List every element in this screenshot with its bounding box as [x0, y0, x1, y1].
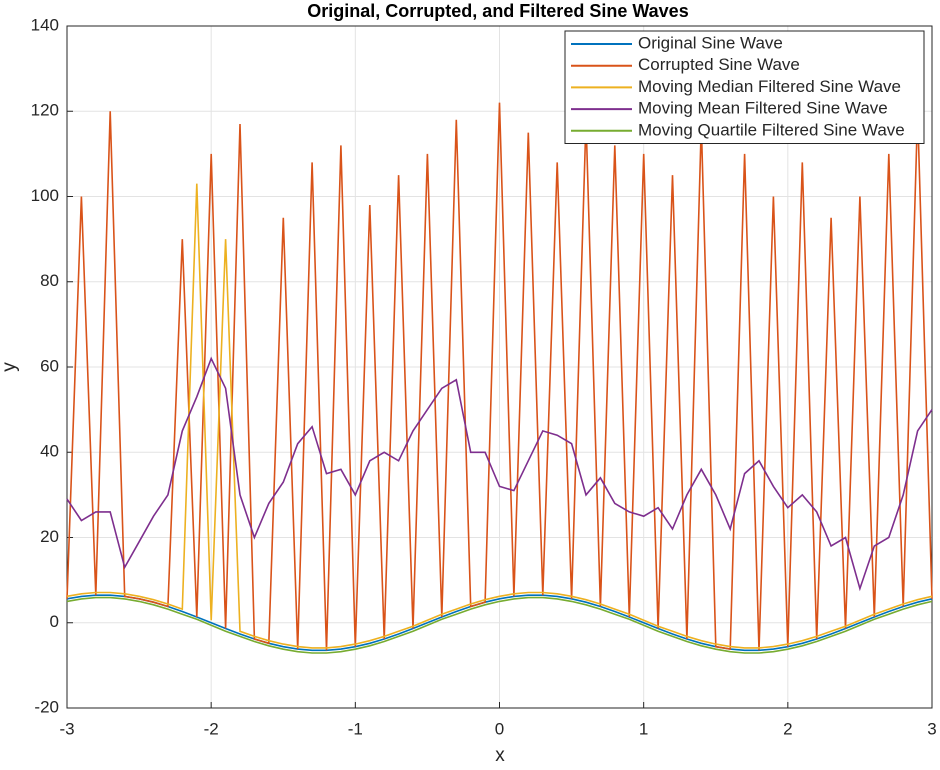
x-tick-label: 2 — [783, 719, 792, 738]
x-tick-label: -1 — [348, 719, 363, 738]
series-line — [66, 356, 933, 592]
y-tick-label: 20 — [40, 527, 59, 546]
y-tick-label: 80 — [40, 271, 59, 290]
x-tick-label: -3 — [59, 719, 74, 738]
y-tick-label: -20 — [34, 697, 59, 716]
x-tick-label: 1 — [639, 719, 648, 738]
y-tick-label: 120 — [31, 101, 59, 120]
chart-title: Original, Corrupted, and Filtered Sine W… — [307, 1, 688, 21]
y-tick-label: 100 — [31, 186, 59, 205]
legend-label: Moving Quartile Filtered Sine Wave — [638, 120, 905, 139]
y-axis-label: y — [0, 362, 20, 372]
x-tick-label: 0 — [495, 719, 504, 738]
series-line — [66, 596, 933, 654]
x-tick-label: -2 — [204, 719, 219, 738]
y-tick-label: 140 — [31, 15, 59, 34]
legend-label: Moving Mean Filtered Sine Wave — [638, 99, 888, 118]
y-tick-label: 40 — [40, 442, 59, 461]
y-tick-label: 0 — [50, 612, 59, 631]
series-line — [66, 102, 933, 651]
x-axis-label: x — [495, 745, 505, 765]
y-tick-label: 60 — [40, 356, 59, 375]
legend-label: Moving Median Filtered Sine Wave — [638, 77, 901, 96]
legend-label: Corrupted Sine Wave — [638, 55, 800, 74]
series-line — [66, 183, 933, 649]
x-tick-label: 3 — [927, 719, 936, 738]
legend-label: Original Sine Wave — [638, 33, 783, 52]
axes-box — [66, 25, 933, 709]
